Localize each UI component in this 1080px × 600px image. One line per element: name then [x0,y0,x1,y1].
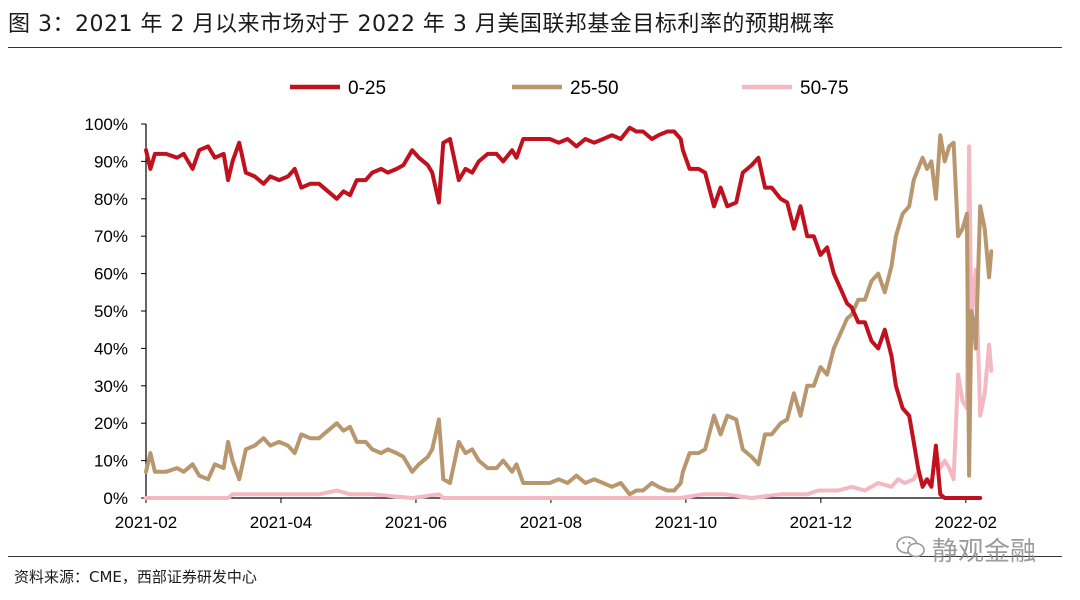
title-divider [8,47,1062,48]
legend-label-0-25: 0-25 [348,78,386,99]
x-tick-label: 2022-02 [935,513,997,532]
y-tick-label: 70% [94,227,128,246]
x-tick-label: 2021-04 [250,513,312,532]
series-layer [144,125,994,500]
y-tick-label: 60% [94,265,128,284]
footer-divider [8,556,1062,557]
y-axis: 0% 10% 20% 30% 40% 50% 60% 70% 80% 90% 100% [85,115,147,508]
y-tick-label: 50% [94,302,128,321]
watermark-text: 静观金融 [932,537,1037,567]
x-tick-label: 2021-08 [520,513,582,532]
x-axis: 2021-02 2021-04 2021-06 2021-08 2021-10 2021-… [115,497,997,532]
y-tick-label: 0% [103,489,128,508]
probability-line-chart: 0-25 25-50 50-75 0% 10% 20% 30% 40% 50% 60% 70% 80… [85,78,998,532]
x-tick-label: 2021-12 [790,513,852,532]
source-note: 资料来源：CME，西部证券研发中心 [14,568,257,586]
legend-label-25-50: 25-50 [570,78,619,99]
y-tick-label: 10% [94,452,128,471]
y-tick-label: 100% [85,115,128,134]
series-line-25-50 [144,133,994,497]
y-tick-label: 40% [94,339,128,358]
chart-legend: 0-25 25-50 50-75 [290,78,849,99]
y-tick-label: 30% [94,377,128,396]
y-tick-label: 20% [94,414,128,433]
legend-label-50-75: 50-75 [800,78,849,99]
x-tick-label: 2021-10 [655,513,717,532]
series-line-0-25 [144,125,983,500]
figure-title: 图 3：2021 年 2 月以来市场对于 2022 年 3 月美国联邦基金目标利… [8,12,835,37]
y-tick-label: 80% [94,190,128,209]
wechat-icon [896,536,925,558]
x-tick-label: 2021-02 [115,513,177,532]
x-tick-label: 2021-06 [385,513,447,532]
y-tick-label: 90% [94,152,128,171]
